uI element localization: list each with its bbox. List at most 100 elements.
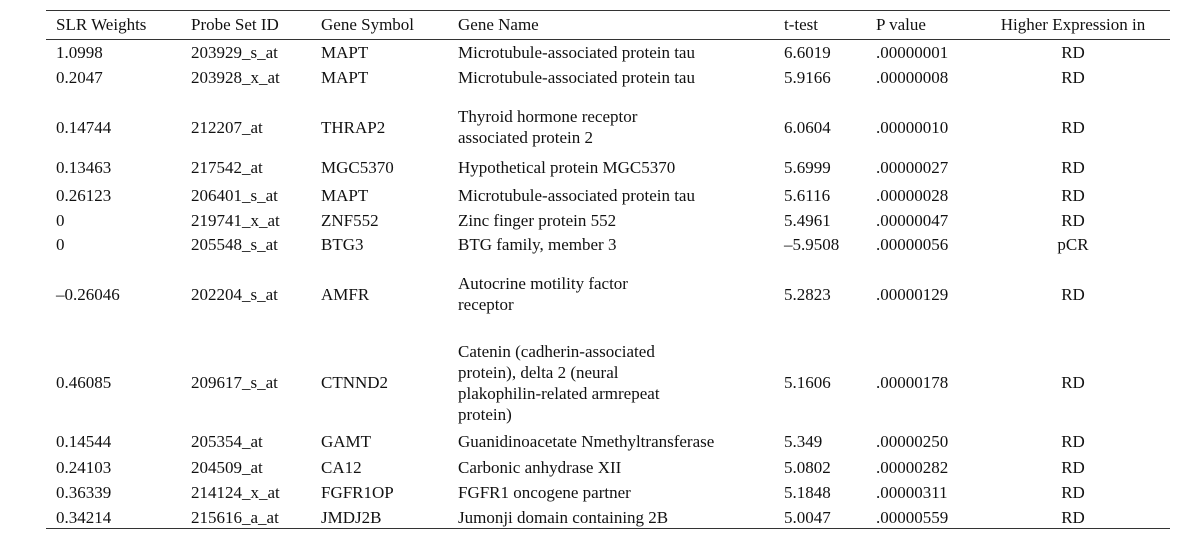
gene-symbol-cell: AMFR	[321, 284, 370, 304]
p-value-cell: .00000129	[876, 284, 949, 304]
t-test-cell: 5.2823	[784, 284, 831, 304]
header-higher-expression: Higher Expression in	[1000, 15, 1146, 34]
gene-name-cell: Catenin (cadherin-associated protein), de…	[458, 341, 660, 425]
t-test-cell: –5.9508	[784, 235, 840, 254]
gene-symbol-cell: MAPT	[321, 43, 369, 62]
higher-expression-cell: RD	[1061, 483, 1085, 502]
probe-set-id-cell: 215616_a_at	[191, 507, 279, 527]
gene-name-line: Autocrine motility factor	[458, 274, 628, 293]
table-row: 0 205548_s_at BTG3 BTG family, member 3 –5.9…	[46, 232, 1170, 257]
gene-name-cell: Jumonji domain containing 2B	[458, 507, 668, 528]
slr-weight-cell: –0.26046	[56, 284, 120, 304]
table-row: 0.14744 212207_at THRAP2 Thyroid hormone re…	[46, 102, 1170, 152]
p-value-cell: .00000010	[876, 117, 949, 137]
higher-expression-cell: RD	[1061, 210, 1085, 230]
header-slr-weights: SLR Weights	[56, 15, 147, 34]
gene-symbol-cell: MAPT	[321, 68, 369, 87]
slr-weight-cell: 0.26123	[56, 186, 112, 205]
gene-name-line: associated protein 2	[458, 128, 594, 147]
table-row: 0.14544 205354_at GAMT Guanidinoacetate Nme…	[46, 429, 1170, 454]
t-test-cell: 5.1606	[784, 373, 831, 392]
gene-name-cell: Guanidinoacetate Nmethyltransferase	[458, 431, 714, 452]
gene-name-cell: Zinc finger protein 552	[458, 210, 616, 231]
t-test-cell: 5.6116	[784, 186, 831, 205]
higher-expression-cell: RD	[1061, 158, 1085, 177]
gene-symbol-cell: ZNF552	[321, 210, 379, 230]
table-row: 1.0998 203929_s_at MAPT Microtubule-associa…	[46, 40, 1170, 65]
gene-name-line: Thyroid hormone receptor	[458, 107, 638, 126]
gene-symbol-cell: GAMT	[321, 432, 372, 451]
probe-set-id-cell: 205354_at	[191, 432, 263, 451]
p-value-cell: .00000559	[876, 507, 949, 527]
p-value-cell: .00000028	[876, 186, 949, 205]
table-row: 0.34214 215616_a_at JMDJ2B Jumonji domain c…	[46, 505, 1170, 529]
gene-name-line: Carbonic anhydrase XII	[458, 457, 622, 477]
gene-symbol-cell: CTNND2	[321, 373, 389, 392]
t-test-cell: 5.1848	[784, 483, 831, 502]
probe-set-id-cell: 206401_s_at	[191, 186, 278, 205]
slr-weight-cell: 0.46085	[56, 373, 112, 392]
gene-name-line: Guanidinoacetate Nmethyltransferase	[458, 432, 715, 451]
gene-symbol-cell: BTG3	[321, 235, 364, 254]
gene-symbol-cell: MGC5370	[321, 158, 394, 177]
gene-name-cell: Microtubule-associated protein tau	[458, 67, 695, 88]
higher-expression-cell: RD	[1061, 186, 1085, 205]
gene-name-cell: Thyroid hormone receptor associated prote…	[458, 106, 637, 148]
slr-weight-cell: 1.0998	[56, 43, 103, 62]
higher-expression-cell: RD	[1061, 432, 1085, 451]
slr-weight-cell: 0	[56, 210, 65, 230]
gene-name-cell: Microtubule-associated protein tau	[458, 185, 695, 206]
gene-name-cell: Autocrine motility factor receptor	[458, 273, 628, 315]
p-value-cell: .00000027	[876, 158, 949, 177]
gene-name-line: Hypothetical protein MGC5370	[458, 158, 676, 177]
higher-expression-cell: RD	[1061, 457, 1085, 477]
slr-weight-cell: 0	[56, 235, 65, 254]
p-value-cell: .00000250	[876, 432, 949, 451]
probe-set-id-cell: 203929_s_at	[191, 43, 278, 62]
probe-set-id-cell: 204509_at	[191, 457, 263, 477]
table-row: 0.46085 209617_s_at CTNND2 Catenin (cadheri…	[46, 336, 1170, 429]
gene-name-line: plakophilin-related armrepeat	[458, 383, 660, 403]
probe-set-id-cell: 217542_at	[191, 158, 263, 177]
slr-weight-cell: 0.34214	[56, 507, 112, 527]
higher-expression-cell: RD	[1061, 43, 1085, 62]
p-value-cell: .00000056	[876, 235, 949, 254]
gene-name-line: Jumonji domain containing 2B	[458, 507, 669, 527]
header-rule	[46, 39, 1170, 40]
t-test-cell: 5.6999	[784, 158, 831, 177]
slr-weight-cell: 0.14744	[56, 117, 112, 137]
slr-weight-cell: 0.13463	[56, 158, 112, 177]
higher-expression-cell: pCR	[1057, 235, 1089, 254]
gene-name-cell: BTG family, member 3	[458, 234, 616, 255]
probe-set-id-cell: 219741_x_at	[191, 210, 280, 230]
table-row: 0.2047 203928_x_at MAPT Microtubule-associa…	[46, 65, 1170, 90]
gene-name-line: Microtubule-associated protein tau	[458, 186, 695, 205]
t-test-cell: 5.0047	[784, 507, 831, 527]
gene-name-line: protein)	[458, 404, 512, 424]
t-test-cell: 6.6019	[784, 43, 831, 62]
probe-set-id-cell: 202204_s_at	[191, 284, 278, 304]
t-test-cell: 5.4961	[784, 210, 831, 230]
gene-name-cell: Microtubule-associated protein tau	[458, 42, 695, 63]
header-probe-set-id: Probe Set ID	[191, 15, 279, 34]
p-value-cell: .00000001	[876, 43, 949, 62]
higher-expression-cell: RD	[1061, 373, 1085, 392]
gene-symbol-cell: MAPT	[321, 186, 369, 205]
gene-name-cell: Hypothetical protein MGC5370	[458, 157, 675, 178]
higher-expression-cell: RD	[1061, 68, 1085, 87]
t-test-cell: 6.0604	[784, 117, 831, 137]
slr-weight-cell: 0.24103	[56, 457, 112, 477]
gene-name-line: Microtubule-associated protein tau	[458, 68, 695, 87]
header-gene-name: Gene Name	[458, 15, 539, 34]
gene-name-cell: Carbonic anhydrase XII	[458, 457, 621, 478]
gene-name-line: Microtubule-associated protein tau	[458, 43, 695, 62]
gene-symbol-cell: FGFR1OP	[321, 483, 394, 502]
table-row: 0.36339 214124_x_at FGFR1OP FGFR1 oncogene …	[46, 480, 1170, 505]
gene-name-line: BTG family, member 3	[458, 235, 617, 254]
gene-name-line: Catenin (cadherin-associated	[458, 341, 655, 361]
table-row: 0.24103 204509_at CA12 Carbonic anhydrase X…	[46, 454, 1170, 480]
p-value-cell: .00000311	[876, 483, 948, 502]
p-value-cell: .00000178	[876, 373, 949, 392]
t-test-cell: 5.9166	[784, 68, 831, 87]
t-test-cell: 5.349	[784, 432, 823, 451]
